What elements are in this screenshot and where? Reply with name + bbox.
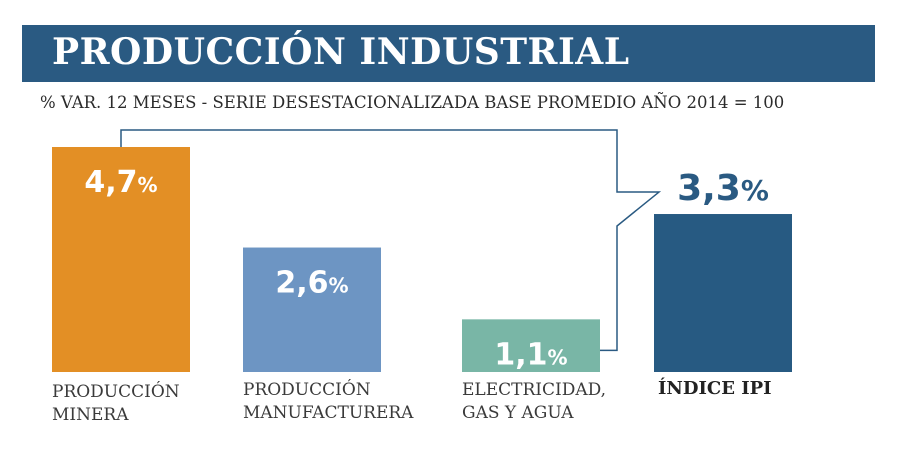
bar-ipi	[654, 214, 792, 372]
value-label-ipi: 3,3%	[677, 168, 769, 209]
category-label-line: GAS Y AGUA	[462, 403, 574, 423]
ipi-connector-line	[120, 129, 662, 352]
category-label-line: MINERA	[52, 405, 129, 425]
category-label-mineria: PRODUCCIÓN MINERA	[52, 381, 180, 427]
category-label-line: PRODUCCIÓN	[243, 380, 371, 400]
bar-electricidad	[462, 319, 600, 372]
value-label-manufactura: 2,6%	[275, 266, 348, 301]
bar-mineria	[52, 147, 190, 372]
category-label-ipi: ÍNDICE IPI	[658, 377, 772, 400]
category-label-line: ELECTRICIDAD,	[462, 380, 607, 400]
bar-manufactura	[243, 247, 381, 372]
chart-title: PRODUCCIÓN INDUSTRIAL	[52, 31, 630, 73]
value-label-mineria: 4,7%	[84, 165, 157, 200]
category-label-manufactura: PRODUCCIÓN MANUFACTURERA	[243, 379, 413, 425]
category-label-line: ÍNDICE IPI	[658, 378, 772, 399]
title-banner: PRODUCCIÓN INDUSTRIAL	[22, 25, 875, 82]
category-label-line: PRODUCCIÓN	[52, 382, 180, 402]
category-label-electricidad: ELECTRICIDAD, GAS Y AGUA	[462, 379, 606, 425]
chart-subtitle: % VAR. 12 MESES - SERIE DESESTACIONALIZA…	[40, 93, 785, 112]
category-label-line: MANUFACTURERA	[243, 403, 414, 423]
value-label-electricidad: 1,1%	[494, 337, 567, 372]
